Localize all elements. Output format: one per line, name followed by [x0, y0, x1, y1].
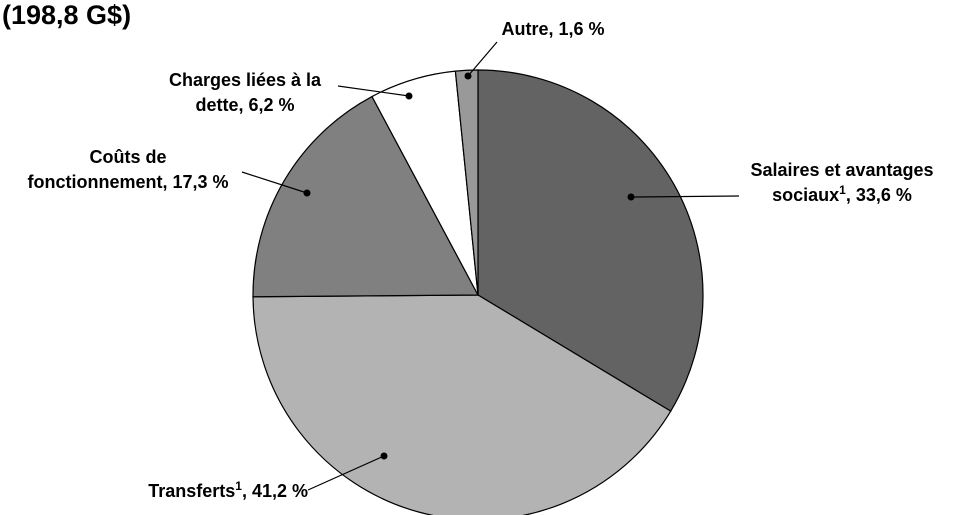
pie-slice-0 [477, 69, 704, 412]
leader-dot-0 [627, 193, 635, 201]
pie-slice-1 [252, 294, 672, 515]
leader-dot-3 [405, 92, 413, 100]
slice-label-1: Transferts1, 41,2 % [148, 479, 308, 501]
slice-label-3: Charges liées à la dette, 6,2 % [169, 70, 322, 115]
leader-line-4 [467, 41, 498, 77]
leader-dot-2 [303, 189, 311, 197]
leader-line-3 [337, 85, 410, 97]
chart-title: (198,8 G$) [2, 0, 132, 30]
leader-line-1 [307, 455, 385, 491]
leader-line-0 [630, 195, 740, 198]
slice-label-4: Autre, 1,6 % [501, 19, 604, 39]
pie-slice-2 [252, 95, 479, 298]
pie-slice-4 [454, 69, 479, 296]
leader-line-2 [241, 171, 308, 194]
leader-dot-4 [464, 72, 472, 80]
slice-label-0: Salaires et avantages sociaux1, 33,6 % [750, 160, 933, 205]
leader-dot-1 [380, 452, 388, 460]
slice-label-2: Coûts de fonctionnement, 17,3 % [27, 147, 228, 192]
